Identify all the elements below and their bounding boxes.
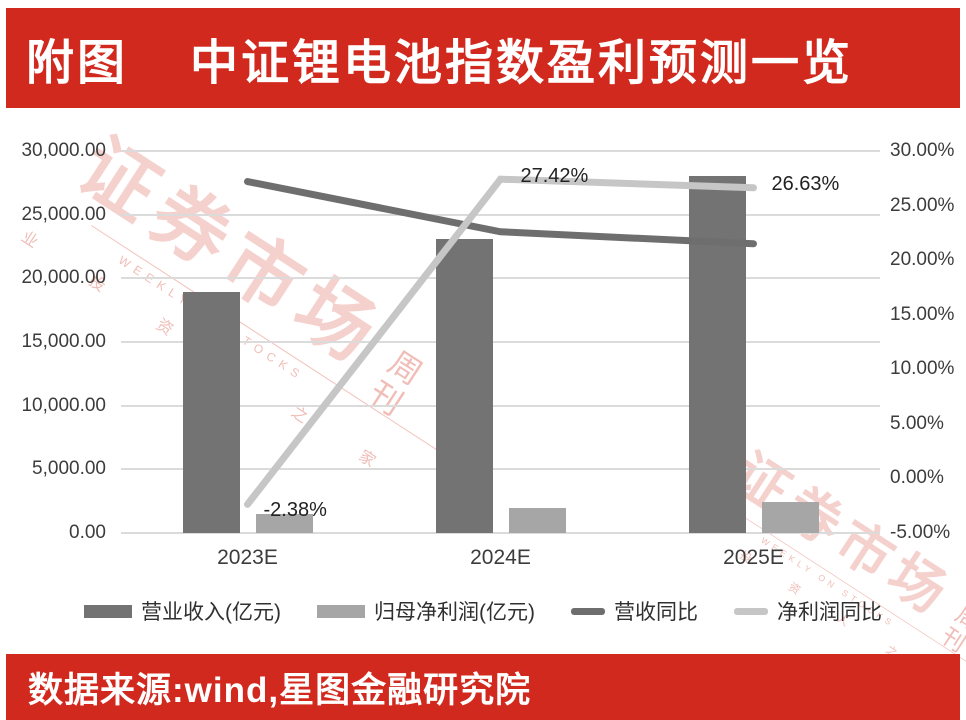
data-label: 26.63% — [771, 172, 840, 195]
data-label: -2.38% — [263, 499, 327, 522]
x-axis-label: 2023E — [217, 546, 278, 569]
left-axis-tick-label: 0.00 — [69, 522, 106, 543]
right-axis-tick-label: 15.00% — [890, 303, 955, 325]
page-title-prefix: 附图 — [26, 37, 129, 90]
left-axis-tick-label: 15,000.00 — [21, 331, 106, 352]
right-axis-tick-label: -5.00% — [890, 522, 951, 543]
revenue-bar-2025E — [688, 176, 746, 533]
legend-label: 净利润同比 — [777, 601, 882, 624]
x-axis-label: 2025E — [723, 546, 784, 569]
gridline — [121, 532, 880, 534]
net-profit-bar-2025E — [761, 501, 819, 533]
legend-label: 归母净利润(亿元) — [374, 601, 535, 624]
legend-item-revenue-yoy: 营收同比 — [571, 596, 698, 626]
right-axis-tick-label: 0.00% — [890, 467, 944, 489]
legend-swatch-revenue-yoy — [571, 607, 605, 615]
net-profit-bar-2023E — [255, 513, 313, 533]
page-title-main: 中证锂电池指数盈利预测一览 — [190, 37, 854, 90]
revenue-yoy-line — [244, 178, 757, 248]
source-banner: 数据来源:wind,星图金融研究院 — [6, 654, 960, 720]
legend-item-net-profit: 归母净利润(亿元) — [317, 596, 535, 626]
legend-item-net-profit-yoy: 净利润同比 — [734, 596, 882, 626]
x-axis-label: 2024E — [470, 546, 531, 569]
right-axis-tick-label: 20.00% — [890, 249, 955, 271]
gridline — [121, 213, 880, 216]
legend-label: 营收同比 — [614, 601, 698, 624]
chart-legend: 营业收入(亿元) 归母净利润(亿元) 营收同比 净利润同比 — [0, 596, 966, 626]
legend-item-revenue: 营业收入(亿元) — [84, 596, 281, 626]
title-banner: 附图 中证锂电池指数盈利预测一览 — [6, 8, 960, 108]
legend-swatch-net-profit-yoy — [734, 607, 768, 615]
right-axis-tick-label: 30.00% — [890, 140, 955, 161]
left-axis-tick-label: 10,000.00 — [21, 394, 106, 416]
legend-swatch-revenue — [84, 604, 132, 618]
gridline — [121, 150, 880, 152]
net-profit-yoy-line — [244, 175, 757, 508]
data-label: 27.42% — [520, 165, 589, 188]
legend-swatch-net-profit — [317, 604, 365, 618]
gridline — [121, 404, 880, 407]
revenue-bar-2023E — [182, 292, 240, 533]
net-profit-bar-2024E — [508, 508, 566, 533]
left-axis-tick-label: 5,000.00 — [32, 458, 106, 480]
gridline — [121, 277, 880, 280]
gridline — [121, 468, 880, 471]
data-source-text: 数据来源:wind,星图金融研究院 — [28, 670, 532, 710]
left-axis-tick-label: 25,000.00 — [21, 203, 106, 225]
gridline — [121, 341, 880, 343]
right-axis-tick-label: 5.00% — [890, 412, 944, 434]
right-axis-tick-label: 25.00% — [890, 194, 955, 216]
revenue-bar-2024E — [435, 239, 493, 533]
left-axis-tick-label: 30,000.00 — [21, 140, 106, 161]
left-axis-tick-label: 20,000.00 — [21, 267, 106, 289]
page-title: 附图 中证锂电池指数盈利预测一览 — [6, 23, 853, 93]
right-axis-tick-label: 10.00% — [890, 358, 955, 380]
legend-label: 营业收入(亿元) — [141, 601, 281, 624]
